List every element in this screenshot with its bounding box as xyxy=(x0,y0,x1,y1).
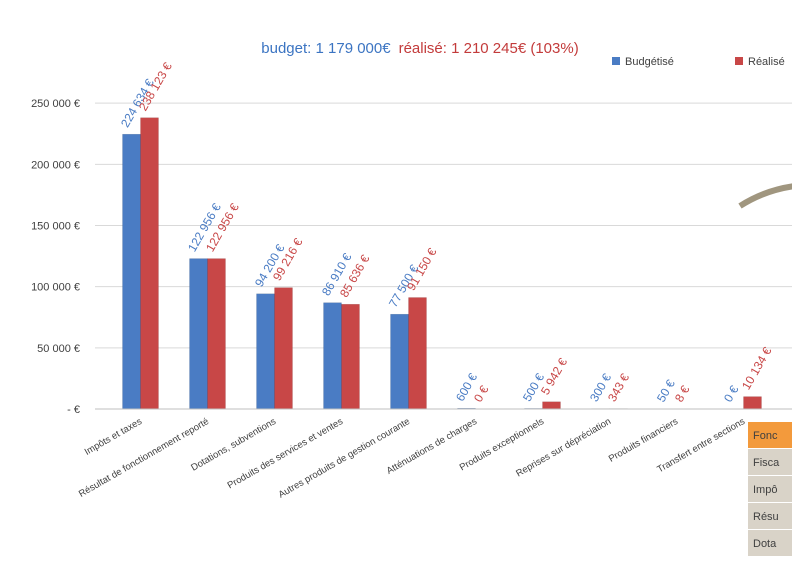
value-label: 10 134 € xyxy=(739,344,775,392)
y-tick-label: 100 000 € xyxy=(31,282,80,294)
bar xyxy=(140,117,159,410)
y-tick-label: 50 000 € xyxy=(37,343,80,355)
table-row xyxy=(748,476,792,502)
bar xyxy=(542,401,561,410)
chart-title: budget: 1 179 000€ réalisé: 1 210 245€ (1… xyxy=(261,40,578,57)
table-cell: Fonc xyxy=(753,430,778,442)
bar xyxy=(390,313,409,410)
legend-swatch xyxy=(612,57,620,65)
table-row xyxy=(748,422,792,448)
y-tick-label: 150 000 € xyxy=(31,221,80,233)
value-label: 0 € xyxy=(721,383,742,405)
x-tick-label: Résultat de fonctionnement reporté xyxy=(77,416,211,500)
table-cell: Résu xyxy=(753,511,779,523)
legend-label: Budgétisé xyxy=(625,56,674,68)
y-tick-label: 250 000 € xyxy=(31,98,80,110)
bar xyxy=(341,303,360,410)
table-cell: Dota xyxy=(753,538,777,550)
x-tick-label: Impôts et taxes xyxy=(83,416,145,458)
bar xyxy=(122,133,141,410)
table-cell: Fisca xyxy=(753,457,780,469)
bar xyxy=(189,258,208,410)
table-row xyxy=(748,503,792,529)
title-budget: budget: 1 179 000€ xyxy=(261,40,391,57)
bar xyxy=(274,287,293,410)
value-label: 50 € xyxy=(654,377,678,405)
x-tick-label: Produits des services et ventes xyxy=(226,416,346,491)
bar xyxy=(207,258,226,410)
legend-label: Réalisé xyxy=(748,56,785,68)
table-row xyxy=(748,449,792,475)
legend-swatch xyxy=(735,57,743,65)
y-tick-label: 200 000 € xyxy=(31,159,80,171)
table-cell: Impô xyxy=(753,484,777,496)
bar xyxy=(408,297,427,410)
bar xyxy=(323,302,342,410)
bar xyxy=(256,293,275,410)
title-realise: réalisé: 1 210 245€ (103%) xyxy=(399,40,579,57)
decor-curve xyxy=(738,183,792,209)
x-tick-label: Autres produits de gestion courante xyxy=(277,416,412,501)
table-row xyxy=(748,530,792,556)
y-tick-label: - € xyxy=(67,404,80,416)
bar xyxy=(743,396,762,410)
side-table: Fonc Fisca Impô Résu Dota xyxy=(748,422,792,556)
